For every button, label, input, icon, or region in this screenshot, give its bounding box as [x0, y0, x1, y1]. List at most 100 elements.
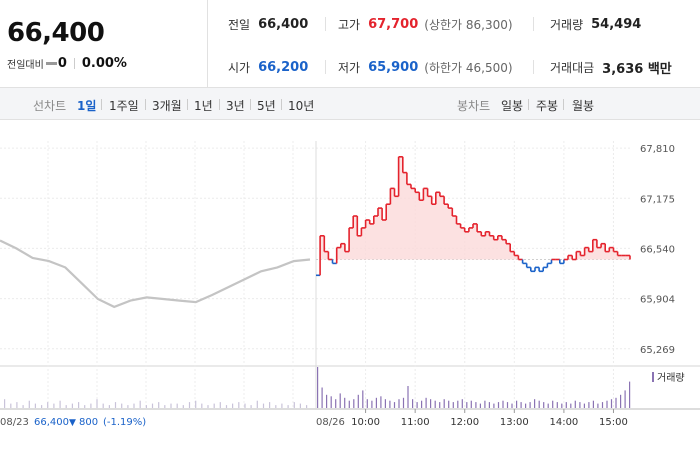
volume-bar	[344, 397, 346, 409]
volume-bar	[348, 400, 350, 408]
volume-bar	[610, 399, 613, 408]
volume-legend-label: 거래량	[657, 372, 685, 384]
period-tab-1y[interactable]: 1년	[194, 99, 213, 113]
volume-bar	[4, 399, 6, 408]
volume-bar	[375, 397, 377, 409]
period-tab-3m[interactable]: 3개월	[152, 99, 182, 113]
prev-day-change-pct: (-1.19%)	[103, 417, 146, 428]
volume-bar	[256, 400, 258, 408]
volume-bar	[262, 403, 265, 408]
volume-bar	[493, 403, 495, 408]
volume-bar	[497, 402, 500, 408]
down-triangle-icon: ▼	[69, 418, 76, 428]
volume-bar	[59, 400, 61, 408]
volume-bar	[71, 403, 73, 408]
volume-bar	[244, 403, 246, 408]
volume-bar	[330, 396, 332, 408]
stat-divider	[533, 60, 534, 74]
volume-bar	[219, 402, 221, 408]
volume-bar	[416, 402, 418, 408]
volume-bar	[16, 402, 18, 408]
volume-bar	[506, 402, 509, 408]
volume-bar	[583, 403, 585, 408]
chart-toolbar: 선차트 1일 1주일 3개월 1년 3년 5년 10년 봉차트 일봉 주봉 월봉	[0, 88, 700, 120]
volume-bar	[561, 403, 563, 408]
volume-bar	[615, 397, 617, 409]
volume-bar	[335, 399, 337, 408]
y-tick-label: 67,175	[640, 194, 675, 205]
volume-bar	[484, 400, 486, 408]
volume-bar	[353, 399, 355, 408]
volume-bar	[250, 405, 252, 408]
volume-bar	[53, 403, 55, 408]
x-tick-label: 11:00	[401, 417, 430, 428]
x-tick-label: 12:00	[450, 417, 479, 428]
stat-divider	[325, 60, 326, 74]
stat-high: 고가 67,700 (상한가 86,300)	[338, 16, 513, 32]
y-tick-label: 65,269	[640, 345, 675, 356]
volume-bar	[511, 403, 513, 408]
chart-grid	[0, 141, 700, 410]
volume-bar	[306, 405, 308, 408]
candle-tab-daily[interactable]: 일봉	[501, 99, 524, 113]
volume-bar	[502, 400, 504, 408]
volume-bar	[188, 402, 191, 408]
volume-bar	[371, 400, 373, 408]
volume-legend-swatch	[652, 372, 654, 382]
candle-tab-monthly[interactable]: 월봉	[572, 99, 595, 113]
change-value: 0	[57, 55, 67, 71]
y-axis-ticks: 67,810 67,175 66,540 65,904 65,269	[640, 144, 675, 356]
volume-bars	[4, 367, 631, 409]
volume-bar	[108, 405, 110, 408]
volume-bar	[624, 390, 626, 408]
period-tab-1w[interactable]: 1주일	[109, 99, 139, 113]
x-tick-label: 14:00	[549, 417, 578, 428]
volume-bar	[407, 386, 409, 408]
stat-label: 고가	[338, 17, 361, 32]
price-chart[interactable]: 67,810 67,175 66,540 65,904 65,269 08/26 10:0…	[0, 121, 700, 450]
volume-bar	[461, 399, 463, 408]
x-tick-label: 10:00	[351, 417, 380, 428]
volume-legend: 거래량	[652, 372, 685, 384]
volume-bar	[402, 397, 405, 409]
toolbar-divider	[281, 99, 282, 110]
volume-bar	[362, 390, 364, 408]
change-percent: 0.00%	[81, 55, 127, 71]
period-tab-10y[interactable]: 10년	[288, 99, 315, 113]
y-tick-label: 66,540	[640, 244, 675, 255]
toolbar-divider	[187, 99, 188, 110]
volume-bar	[574, 400, 576, 408]
stat-divider	[325, 17, 326, 31]
stat-prev-close: 전일 66,400	[228, 16, 308, 32]
volume-bar	[238, 402, 240, 408]
volume-bar	[588, 402, 590, 408]
stat-limit: (하한가 46,500)	[424, 60, 513, 75]
volume-bar	[620, 394, 622, 408]
change-divider	[73, 57, 75, 69]
current-price: 66,400	[7, 18, 105, 48]
candle-tab-weekly[interactable]: 주봉	[536, 99, 559, 113]
stat-value: 54,494	[591, 16, 642, 32]
volume-bar	[488, 402, 490, 408]
period-tab-1d[interactable]: 1일	[77, 99, 97, 113]
volume-bar	[47, 402, 49, 408]
volume-bar	[28, 400, 30, 408]
period-tab-5y[interactable]: 5년	[257, 99, 276, 113]
volume-bar	[592, 400, 594, 408]
toolbar-divider	[101, 99, 102, 110]
volume-bar	[299, 403, 301, 408]
volume-bar	[543, 402, 545, 408]
volume-bar	[412, 399, 414, 408]
volume-bar	[366, 399, 368, 408]
x-tick-label: 13:00	[500, 417, 529, 428]
period-tab-3y[interactable]: 3년	[226, 99, 245, 113]
candle-chart-label: 봉차트	[457, 99, 491, 113]
volume-bar	[293, 402, 295, 408]
prev-day-line	[0, 239, 311, 309]
chart-canvas[interactable]: 67,810 67,175 66,540 65,904 65,269 08/26 10:0…	[0, 121, 700, 450]
volume-bar	[232, 403, 234, 408]
prev-day-change: 800	[79, 417, 98, 428]
volume-bar	[213, 403, 215, 408]
current-price-box: 66,400 전일대비 0 0.00%	[0, 0, 208, 88]
volume-bar	[421, 400, 423, 408]
